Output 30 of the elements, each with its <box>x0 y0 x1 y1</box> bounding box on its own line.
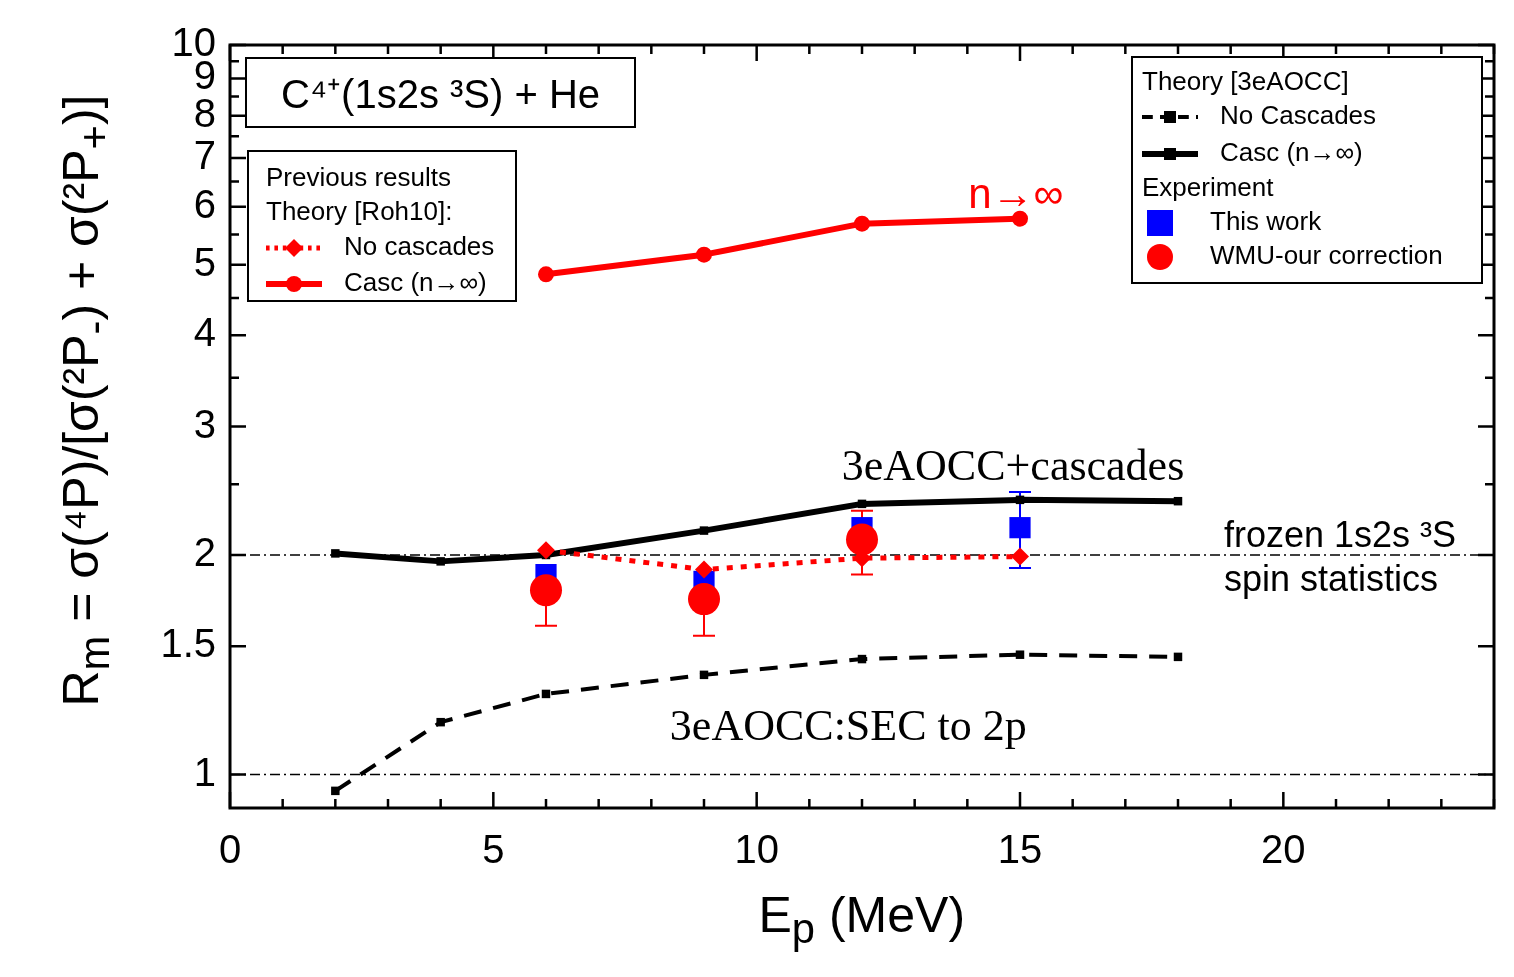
y-tick-label: 7 <box>193 133 216 178</box>
y-tick-label: 8 <box>193 90 216 135</box>
x-tick-label: 15 <box>997 827 1043 872</box>
x-tick-label: 5 <box>482 827 505 872</box>
ref-line-label: frozen 1s2s ³S spin statistics <box>1224 513 1457 599</box>
legend-label: No cascades <box>344 231 495 262</box>
legend-label: WMU-our correction <box>1210 240 1443 271</box>
y-tick-label: 6 <box>193 181 216 226</box>
x-tick-label: 20 <box>1261 827 1306 872</box>
x-tick-label: 10 <box>734 827 779 872</box>
y-tick-label: 3 <box>193 401 216 446</box>
y-tick-label: 1 <box>193 749 216 794</box>
annotation: Previous results <box>266 162 451 193</box>
annotation: Experiment <box>1142 172 1275 203</box>
x-tick-label: 0 <box>218 827 242 872</box>
legend-label: No Cascades <box>1220 100 1377 131</box>
annotation: 3eAOCC:SEC to 2p <box>669 701 1027 751</box>
y-tick-label: 2 <box>193 530 216 575</box>
y-tick-label: 1.5 <box>160 621 216 666</box>
y-tick-label: 5 <box>193 239 216 284</box>
y-tick-label: 4 <box>193 310 216 355</box>
legend-label: Casc (n→∞) <box>1220 137 1363 168</box>
annotation: 3eAOCC+cascades <box>841 440 1185 490</box>
text: C⁴⁺(1s2s ³S) + He <box>245 57 637 128</box>
x-axis-title: E$_{p}$ (MeV) <box>758 886 966 953</box>
legend-title: Theory [3eAOCC] <box>1142 66 1349 97</box>
annotation: Theory [Roh10]: <box>266 196 453 227</box>
legend-label: Casc (n→∞) <box>344 267 487 298</box>
legend-label: This work <box>1210 206 1323 237</box>
annotation: n→∞ <box>968 170 1064 218</box>
